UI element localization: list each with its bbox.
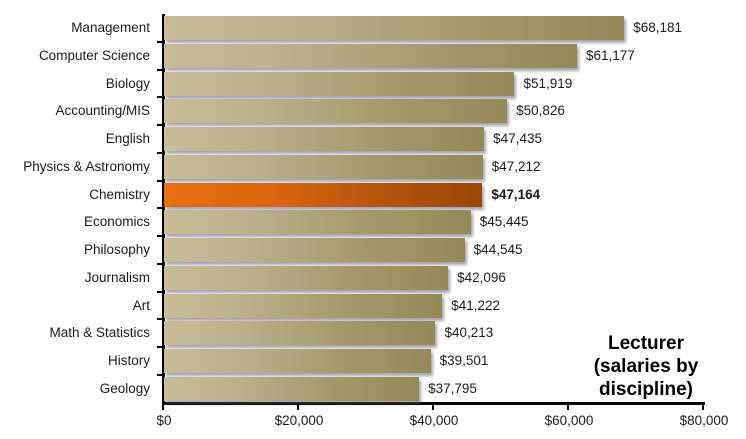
category-label: Computer Science [38, 47, 150, 63]
value-label: $50,826 [516, 103, 565, 119]
x-tick-label: $80,000 [679, 413, 729, 428]
chart-title-main: Lecturer [607, 333, 685, 354]
y-tick [157, 318, 163, 321]
bar [164, 293, 443, 318]
y-tick [157, 235, 163, 237]
category-label: Art [132, 297, 150, 313]
y-tick [157, 151, 163, 154]
category-label: Philosophy [83, 242, 150, 257]
category-label: Journalism [84, 269, 150, 285]
category-label: Chemistry [89, 186, 150, 202]
bar [164, 71, 515, 96]
category-label: History [107, 353, 150, 368]
x-tick [432, 404, 434, 410]
y-tick [157, 373, 163, 376]
bar [164, 265, 449, 290]
category-label: Management [71, 20, 150, 35]
x-tick-label: $60,000 [544, 413, 594, 428]
y-tick [157, 207, 163, 210]
x-tick [162, 404, 164, 410]
value-label: $45,445 [479, 214, 529, 230]
bar [164, 43, 577, 68]
category-label: English [105, 131, 150, 146]
value-label: $41,222 [451, 297, 501, 313]
category-label: Accounting/MIS [55, 103, 150, 119]
bar [164, 376, 420, 401]
x-tick-label: $40,000 [409, 413, 459, 428]
value-label: $51,919 [523, 75, 573, 91]
x-tick-label: $20,000 [274, 413, 324, 428]
category-label: Physics & Astronomy [23, 158, 150, 174]
y-tick [157, 179, 163, 182]
y-tick [157, 68, 163, 71]
bar [164, 321, 436, 346]
bar [164, 16, 625, 40]
y-tick [157, 96, 163, 99]
category-label: Math & Statistics [49, 325, 150, 341]
y-tick [157, 40, 163, 43]
y-tick [157, 262, 163, 265]
y-axis-line [162, 14, 165, 404]
bar [164, 238, 465, 262]
category-label: Biology [105, 75, 150, 91]
x-axis-line [162, 402, 705, 405]
chart-title: Lecturer (salaries by discipline) [556, 332, 736, 401]
value-label: $47,435 [493, 131, 542, 146]
chart-title-subtitle: (salaries by discipline) [593, 356, 699, 400]
value-label: $42,096 [457, 269, 506, 285]
bar [164, 127, 485, 151]
x-tick [297, 404, 299, 410]
value-label: $47,212 [491, 158, 541, 174]
y-tick [157, 290, 163, 293]
y-tick [157, 346, 163, 348]
value-label: $68,181 [633, 20, 683, 35]
bar-highlighted [164, 182, 483, 207]
bar [164, 349, 431, 373]
x-tick [567, 404, 569, 410]
value-label: $39,501 [439, 353, 489, 368]
bar [164, 210, 471, 235]
value-label: $61,177 [585, 47, 635, 63]
category-label: Geology [99, 380, 150, 396]
value-label: $44,545 [473, 242, 523, 257]
bar [164, 99, 508, 124]
value-label: $37,795 [428, 380, 477, 396]
x-tick [702, 404, 704, 410]
value-label: $47,164 [491, 186, 541, 202]
y-tick [157, 124, 163, 126]
x-tick-label: $0 [156, 413, 172, 428]
bar [164, 154, 483, 179]
category-label: Economics [83, 214, 150, 230]
value-label: $40,213 [444, 325, 494, 341]
